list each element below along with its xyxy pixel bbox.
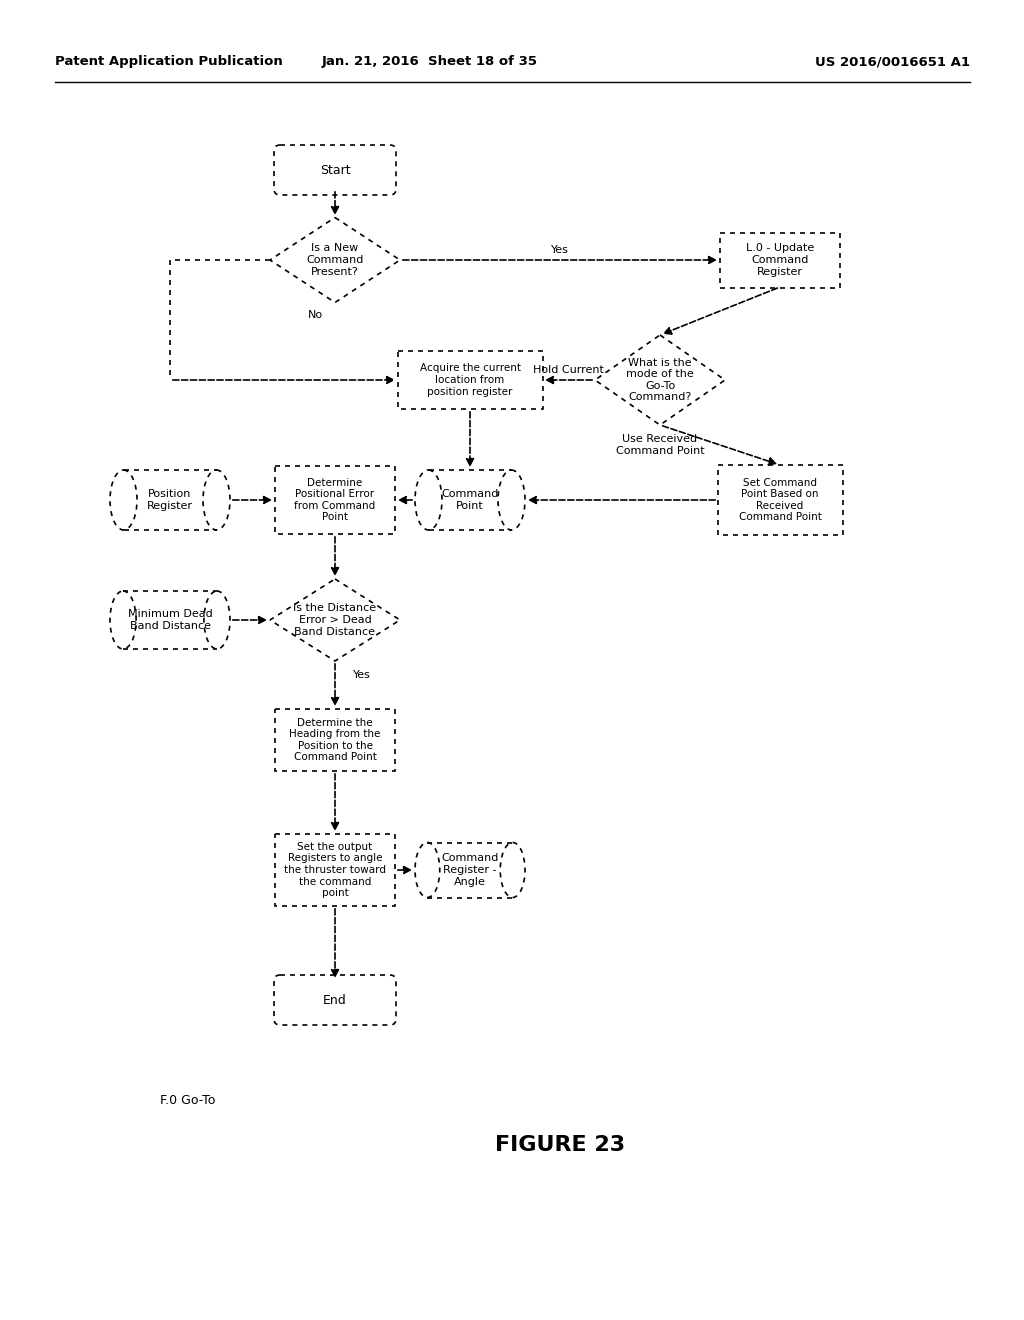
Text: Yes: Yes <box>353 671 371 680</box>
Text: Start: Start <box>319 164 350 177</box>
Text: Command
Point: Command Point <box>441 490 499 511</box>
Ellipse shape <box>110 470 137 531</box>
Text: Determine the
Heading from the
Position to the
Command Point: Determine the Heading from the Position … <box>290 718 381 763</box>
Text: F.0 Go-To: F.0 Go-To <box>160 1093 215 1106</box>
Text: Position
Register: Position Register <box>147 490 193 511</box>
Text: No: No <box>307 310 323 319</box>
Bar <box>428 470 512 531</box>
Text: Use Received
Command Point: Use Received Command Point <box>615 434 705 455</box>
FancyBboxPatch shape <box>274 975 396 1026</box>
Bar <box>718 465 843 535</box>
Bar <box>275 834 395 906</box>
Text: Hold Current: Hold Current <box>532 366 603 375</box>
Bar <box>275 466 395 535</box>
Ellipse shape <box>110 591 136 649</box>
Ellipse shape <box>204 591 230 649</box>
Bar <box>397 351 543 409</box>
Text: Is the Distance
Error > Dead
Band Distance: Is the Distance Error > Dead Band Distan… <box>294 603 377 636</box>
Bar <box>275 709 395 771</box>
Polygon shape <box>270 579 400 661</box>
Text: Determine
Positional Error
from Command
Point: Determine Positional Error from Command … <box>294 478 376 523</box>
Polygon shape <box>595 335 725 425</box>
FancyBboxPatch shape <box>274 145 396 195</box>
Bar <box>123 591 217 649</box>
Bar <box>427 842 513 898</box>
Polygon shape <box>270 218 400 302</box>
Text: Set Command
Point Based on
Received
Command Point: Set Command Point Based on Received Comm… <box>738 478 821 523</box>
Text: Set the output
Registers to angle
the thruster toward
the command
point: Set the output Registers to angle the th… <box>284 842 386 898</box>
Bar <box>124 470 216 531</box>
Text: End: End <box>324 994 347 1006</box>
Text: Jan. 21, 2016  Sheet 18 of 35: Jan. 21, 2016 Sheet 18 of 35 <box>322 55 538 69</box>
Ellipse shape <box>415 842 439 898</box>
Text: Minimum Dead
Band Distance: Minimum Dead Band Distance <box>128 610 212 631</box>
Ellipse shape <box>203 470 230 531</box>
Bar <box>720 232 840 288</box>
Text: Is a New
Command
Present?: Is a New Command Present? <box>306 243 364 277</box>
Text: Acquire the current
location from
position register: Acquire the current location from positi… <box>420 363 520 396</box>
Text: US 2016/0016651 A1: US 2016/0016651 A1 <box>815 55 970 69</box>
Text: L.0 - Update
Command
Register: L.0 - Update Command Register <box>745 243 814 277</box>
Text: Command
Register -
Angle: Command Register - Angle <box>441 854 499 887</box>
Text: FIGURE 23: FIGURE 23 <box>495 1135 625 1155</box>
Ellipse shape <box>501 842 525 898</box>
Text: What is the
mode of the
Go-To
Command?: What is the mode of the Go-To Command? <box>626 358 694 403</box>
Text: Patent Application Publication: Patent Application Publication <box>55 55 283 69</box>
Ellipse shape <box>415 470 442 531</box>
Ellipse shape <box>498 470 525 531</box>
Text: Yes: Yes <box>551 246 569 255</box>
